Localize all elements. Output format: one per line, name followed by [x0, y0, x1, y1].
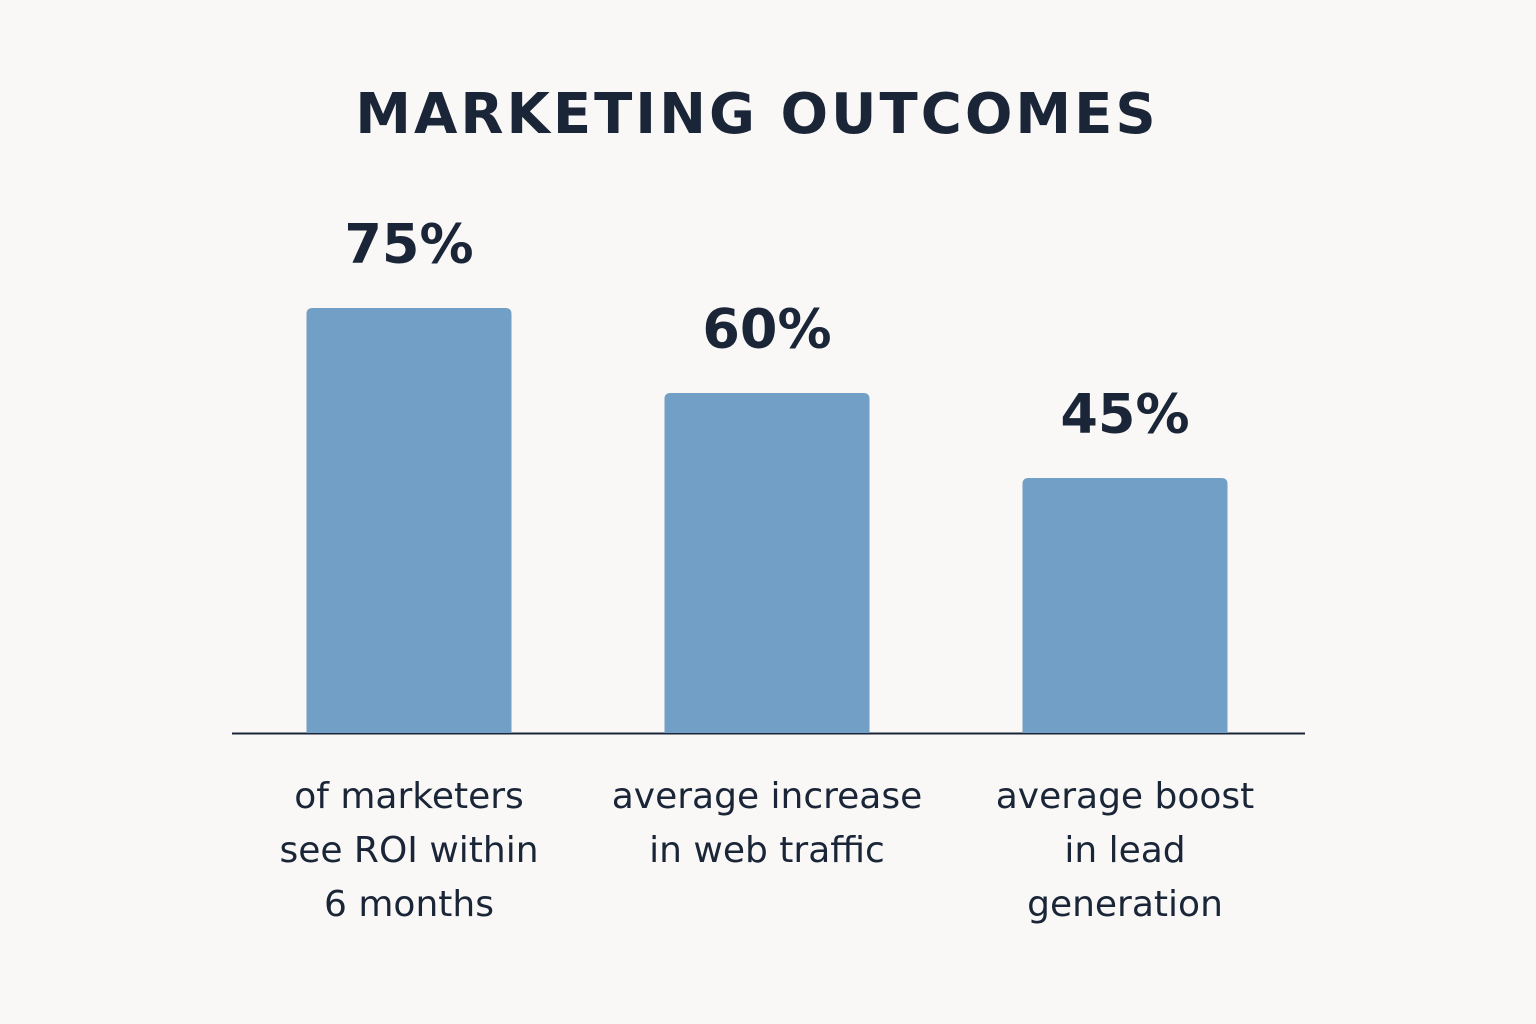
value-label: 60% — [702, 298, 831, 361]
value-label: 75% — [344, 213, 473, 276]
value-label: 45% — [1060, 383, 1189, 446]
category-label: of marketers see ROI within 6 months — [279, 776, 539, 925]
category-label: average increase in web traffic — [611, 776, 923, 871]
bar — [664, 393, 870, 733]
bar — [1022, 478, 1228, 733]
chart-title: MARKETING OUTCOMES — [355, 82, 1159, 147]
bar — [306, 308, 512, 733]
category-label: average boost in lead generation — [995, 776, 1255, 925]
